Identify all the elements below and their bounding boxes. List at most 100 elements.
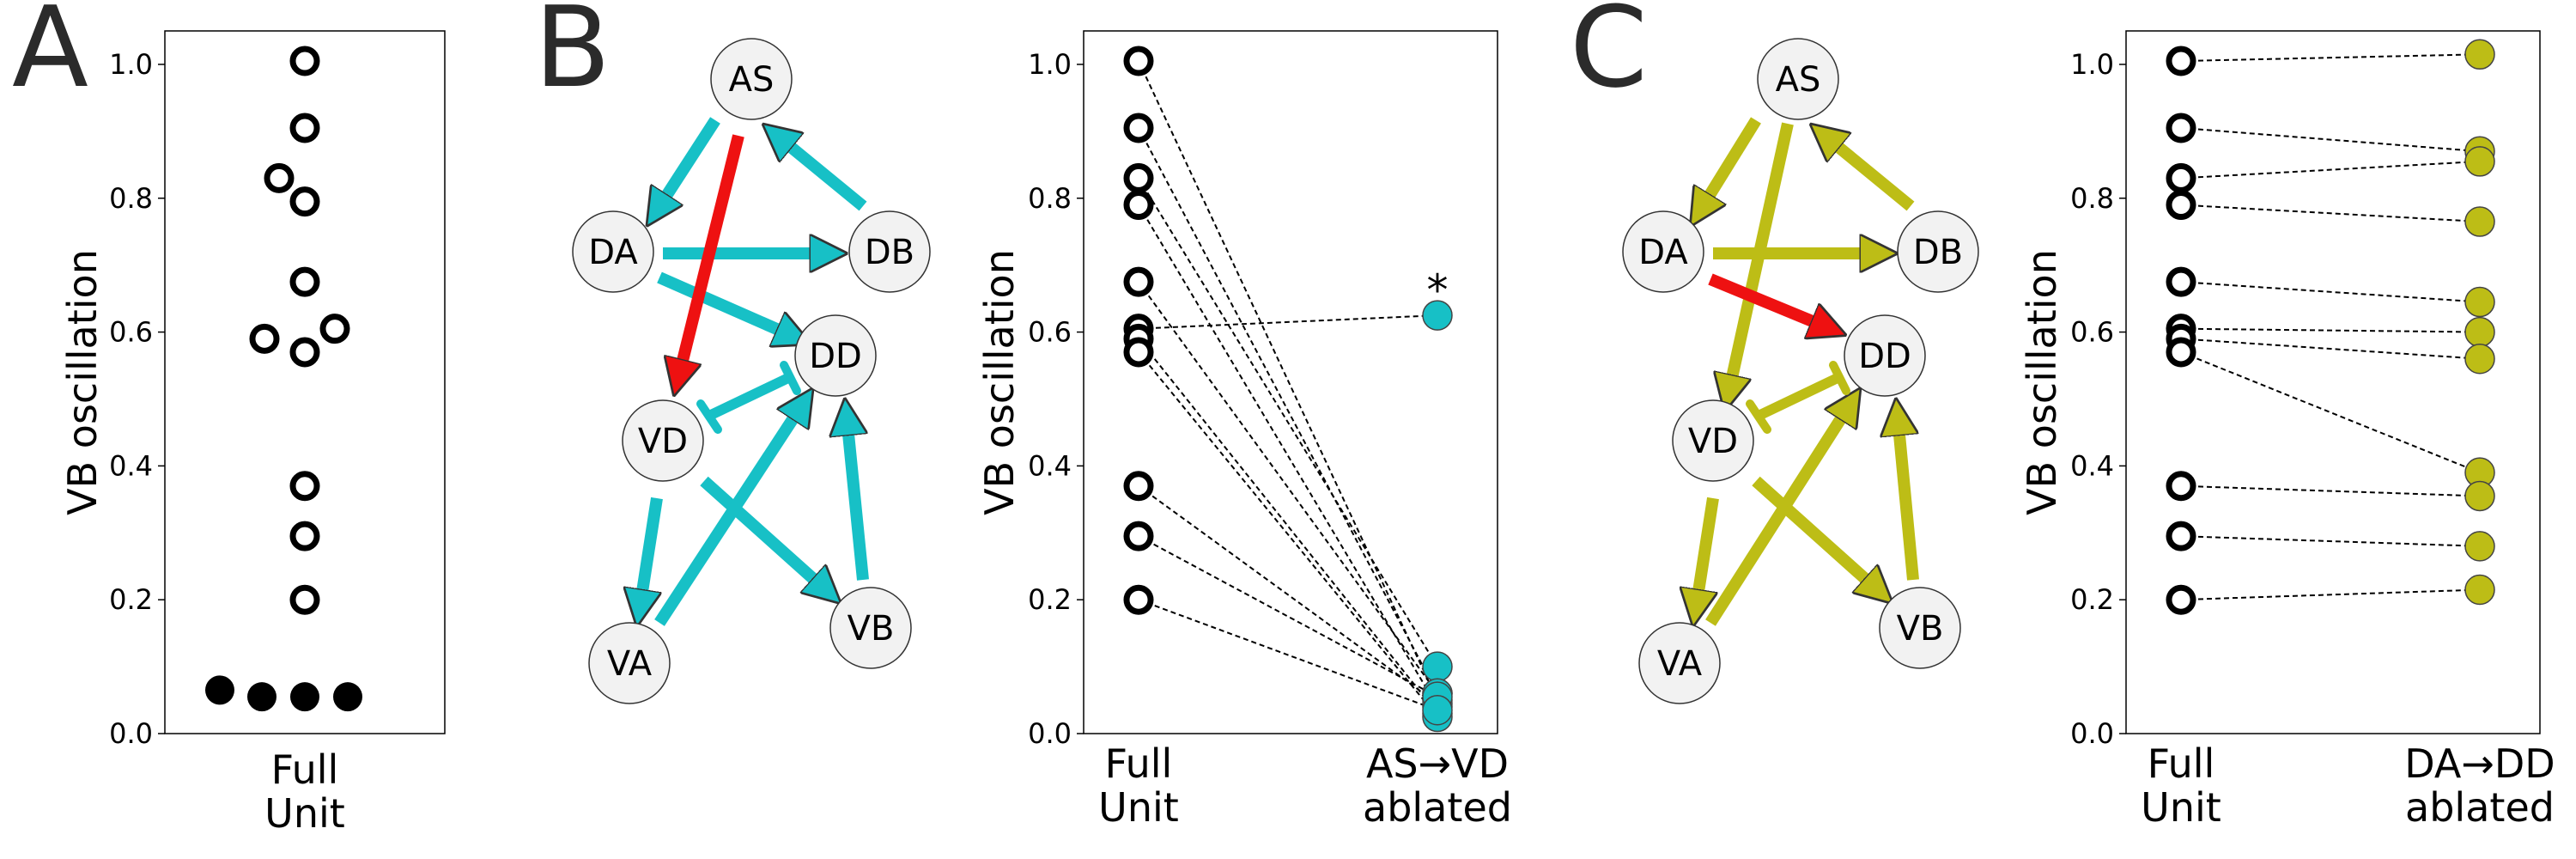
chart-a-ytick-label-3: 0.6 [109, 316, 153, 349]
svg-text:AS: AS [1776, 60, 1821, 100]
chart-c-full-point-7 [2166, 337, 2196, 368]
node-va: VA [588, 622, 671, 704]
chart-b-pair-line-3 [1138, 204, 1438, 708]
node-c-dd: DD [1844, 314, 1926, 397]
edge-c-db-as [1825, 136, 1915, 211]
node-db: DB [848, 210, 931, 293]
chart-b-pair-line-8 [1138, 484, 1438, 704]
chart-b-pair-line-7 [1138, 351, 1438, 718]
chart-b-ytick-label-5: 1.0 [1028, 48, 1072, 81]
chart-b-full-point-4 [1123, 266, 1154, 297]
chart-b-full-point-9 [1123, 521, 1154, 551]
chart-b-xlabel-1a: Full [1105, 740, 1173, 787]
network-b: AS DA DB DD VD VA VB [572, 38, 931, 704]
svg-text:DA: DA [588, 233, 638, 272]
chart-b-pair-line-9 [1138, 535, 1438, 698]
chart-a-filled-point-2 [290, 682, 319, 712]
node-c-vd: VD [1672, 399, 1754, 482]
chart-c-full-point-4 [2166, 266, 2196, 297]
chart-a-open-point-9 [289, 521, 320, 551]
svg-text:VD: VD [638, 422, 688, 461]
chart-b-points [1123, 46, 1453, 733]
chart-b-pair-line-4 [1138, 281, 1438, 694]
svg-text:DB: DB [865, 233, 914, 272]
svg-text:VB: VB [848, 609, 895, 649]
chart-c-ytick-label-2: 0.4 [2070, 449, 2114, 482]
edge-c-as-da [1700, 117, 1761, 210]
chart-b-ytick-label-4: 0.8 [1028, 182, 1072, 215]
chart-a-open-point-4 [289, 266, 320, 297]
node-dd: DD [794, 314, 877, 397]
chart-b-pair-line-0 [1138, 60, 1438, 701]
node-vd: VD [622, 399, 704, 482]
chart-b-ablated-point-5 [1422, 300, 1453, 331]
chart-a-xlabel-line1: Full [271, 746, 339, 793]
inhibit-bar-c2 [1829, 361, 1850, 395]
panel-letter-b: B [534, 0, 611, 113]
chart-c-ablated-point-0 [2464, 39, 2495, 70]
edge-vb-dd [847, 417, 869, 581]
chart-b-pair-line-1 [1138, 127, 1438, 694]
chart-c-points [2166, 39, 2495, 615]
chart-b-ytick-label-1: 0.2 [1028, 583, 1072, 616]
node-c-da: DA [1622, 210, 1704, 293]
chart-c-lines [2180, 53, 2481, 601]
svg-text:VD: VD [1688, 422, 1738, 461]
node-as: AS [710, 38, 793, 120]
chart-c-ablated-point-8 [2464, 480, 2495, 512]
chart-b-full-point-10 [1123, 584, 1154, 615]
chart-c-full-point-0 [2166, 46, 2196, 76]
node-c-vb: VB [1879, 587, 1961, 669]
chart-c-full-point-8 [2166, 471, 2196, 502]
chart-c-ytick-label-5: 1.0 [2070, 48, 2114, 81]
chart-c-ytick-label-4: 0.8 [2070, 182, 2114, 215]
edge-db-as [777, 136, 867, 211]
node-c-va: VA [1638, 622, 1721, 704]
chart-c-full-point-1 [2166, 113, 2196, 143]
chart-b-lines [1138, 60, 1438, 718]
chart-b-yticks: 0.0 0.2 0.4 0.6 0.8 1.0 [1028, 48, 1084, 750]
network-c: AS DA DB DD VD VA VB [1622, 38, 1979, 704]
chart-c-pair-line-0 [2180, 53, 2481, 63]
chart-c-full-point-10 [2166, 584, 2196, 615]
chart-b-full-point-2 [1123, 162, 1154, 193]
chart-a-ytick-label-4: 0.8 [109, 182, 153, 215]
chart-b-full-point-0 [1123, 46, 1154, 76]
chart-c-pair-line-4 [2180, 281, 2481, 303]
chart-b-ytick-label-3: 0.6 [1028, 316, 1072, 349]
chart-a-points [205, 46, 362, 712]
chart-a-filled-point-3 [333, 682, 362, 712]
chart-c-ytick-label-3: 0.6 [2070, 316, 2114, 349]
chart-c-xlabel-2b: ablated [2405, 784, 2555, 831]
inhibit-bar-c [1746, 399, 1771, 434]
chart-b-ablated-point-2 [1422, 651, 1453, 682]
svg-text:DB: DB [1913, 233, 1963, 272]
inhibit-bar-b2 [780, 361, 801, 395]
edge-dd-vd-inhibit [708, 373, 791, 420]
chart-b-ytick-label-2: 0.4 [1028, 449, 1072, 482]
chart-c-ablated-point-4 [2464, 286, 2495, 318]
chart-c-pair-line-3 [2180, 204, 2481, 223]
chart-c-pair-line-8 [2180, 484, 2481, 497]
chart-c-ytick-label-0: 0.0 [2070, 717, 2114, 750]
chart-b-xlabel-1b: Unit [1098, 784, 1179, 831]
chart-a-open-point-1 [289, 113, 320, 143]
edge-vd-va [640, 497, 663, 608]
svg-text:DD: DD [1858, 337, 1911, 376]
chart-a-ylabel: VB oscillation [59, 249, 106, 515]
chart-a-filled-point-0 [205, 675, 234, 705]
chart-c: VB oscillation 0.0 0.2 0.4 0.6 0.8 1.0 Full U… [2019, 30, 2555, 831]
chart-a-ytick-label-0: 0.0 [109, 717, 153, 750]
inhibit-bar-b [696, 399, 722, 434]
svg-text:AS: AS [729, 60, 775, 100]
chart-a-filled-point-1 [247, 682, 276, 712]
chart-c-pair-line-9 [2180, 535, 2481, 547]
chart-c-pair-line-1 [2180, 126, 2481, 153]
svg-text:DD: DD [809, 337, 862, 376]
chart-c-ablated-point-6 [2464, 343, 2495, 375]
edge-da-dd [657, 271, 794, 337]
edge-da-dd-ablated [1708, 273, 1829, 328]
chart-c-ablated-point-10 [2464, 574, 2495, 606]
chart-b-full-point-8 [1123, 471, 1154, 502]
chart-c-pair-line-5 [2180, 327, 2481, 333]
